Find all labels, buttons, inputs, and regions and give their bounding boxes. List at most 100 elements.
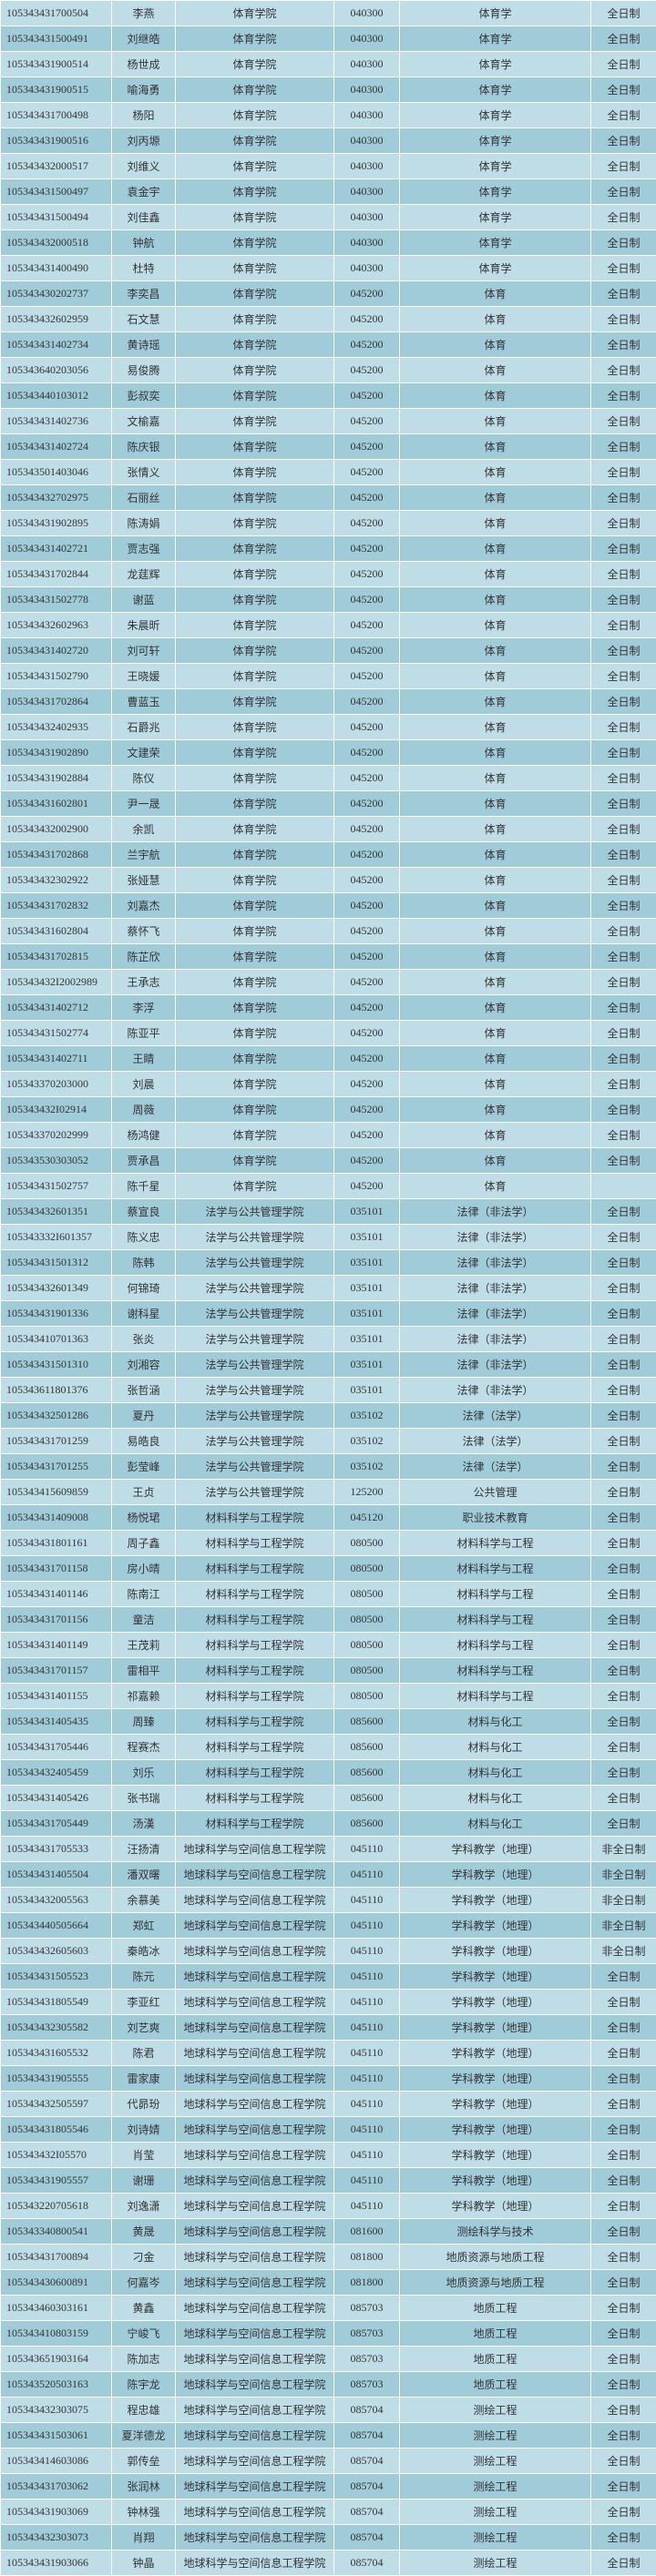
cell-id: 105343340800541 — [1, 2219, 112, 2245]
cell-id: 105343432303075 — [1, 2398, 112, 2423]
cell-mode: 非全日制 — [591, 1888, 656, 1913]
cell-code: 045200 — [334, 1072, 400, 1097]
cell-code: 045200 — [334, 1123, 400, 1148]
cell-dept: 体育学院 — [176, 740, 334, 766]
cell-mode: 全日制 — [591, 842, 656, 868]
cell-id: 105343431505523 — [1, 1964, 112, 1990]
cell-mode: 全日制 — [591, 2245, 656, 2270]
cell-major: 体育 — [400, 842, 591, 868]
cell-code: 045110 — [334, 2143, 400, 2168]
cell-mode: 全日制 — [591, 1531, 656, 1556]
cell-mode: 非全日制 — [591, 1837, 656, 1862]
cell-major: 体育 — [400, 511, 591, 536]
cell-mode: 全日制 — [591, 358, 656, 383]
cell-mode: 全日制 — [591, 281, 656, 307]
table-row: 105343431702832刘嘉杰体育学院045200体育全日制 — [1, 893, 656, 919]
cell-id: 105343432602963 — [1, 613, 112, 638]
cell-name: 李亚红 — [112, 1990, 176, 2015]
cell-dept: 地球科学与空间信息工程学院 — [176, 2347, 334, 2372]
cell-code: 035101 — [334, 1352, 400, 1378]
table-row: 105343431900515喻海勇体育学院040300体育学全日制 — [1, 77, 656, 103]
cell-code: 035101 — [334, 1327, 400, 1352]
cell-major: 法律（法学） — [400, 1429, 591, 1454]
cell-name: 钟晶 — [112, 2551, 176, 2576]
cell-mode: 全日制 — [591, 2015, 656, 2041]
cell-dept: 体育学院 — [176, 103, 334, 128]
cell-name: 肖莹 — [112, 2143, 176, 2168]
cell-code: 045200 — [334, 893, 400, 919]
cell-name: 龙莛辉 — [112, 562, 176, 587]
cell-id: 105343431902890 — [1, 740, 112, 766]
cell-name: 夏丹 — [112, 1403, 176, 1429]
cell-id: 105343651903164 — [1, 2347, 112, 2372]
cell-dept: 地球科学与空间信息工程学院 — [176, 1862, 334, 1888]
cell-name: 易俊腾 — [112, 358, 176, 383]
cell-major: 学科教学（地理） — [400, 2194, 591, 2219]
cell-mode: 全日制 — [591, 460, 656, 485]
cell-mode: 全日制 — [591, 230, 656, 256]
cell-dept: 体育学院 — [176, 460, 334, 485]
cell-dept: 体育学院 — [176, 128, 334, 154]
cell-major: 体育 — [400, 893, 591, 919]
cell-dept: 地球科学与空间信息工程学院 — [176, 2245, 334, 2270]
cell-code: 045200 — [334, 970, 400, 995]
table-row: 105343432601351蔡宣良法学与公共管理学院035101法律（非法学）… — [1, 1199, 656, 1225]
table-row: 105343431703062张润林地球科学与空间信息工程学院085704测绘工… — [1, 2474, 656, 2500]
cell-name: 刘维义 — [112, 154, 176, 179]
table-row: 105343501403046张情义体育学院045200体育全日制 — [1, 460, 656, 485]
cell-name: 李浮 — [112, 995, 176, 1021]
cell-id: 105343432505597 — [1, 2092, 112, 2117]
table-row: 105343431701255彭莹峰法学与公共管理学院035102法律（法学）全… — [1, 1454, 656, 1480]
cell-major: 体育学 — [400, 154, 591, 179]
cell-id: 105343431903066 — [1, 2551, 112, 2576]
table-row: 105343431902890文建荣体育学院045200体育全日制 — [1, 740, 656, 766]
table-row: 105343431503061夏洋德龙地球科学与空间信息工程学院085704测绘… — [1, 2423, 656, 2449]
table-row: 105343431701158房小晴材料科学与工程学院080500材料科学与工程… — [1, 1556, 656, 1582]
cell-major: 法律（非法学） — [400, 1199, 591, 1225]
cell-code: 035101 — [334, 1250, 400, 1276]
cell-id: 105343432002900 — [1, 817, 112, 842]
cell-code: 035101 — [334, 1199, 400, 1225]
cell-dept: 地球科学与空间信息工程学院 — [176, 1939, 334, 1964]
cell-code: 045110 — [334, 2015, 400, 2041]
cell-mode: 全日制 — [591, 179, 656, 205]
cell-major: 体育 — [400, 281, 591, 307]
table-row: 105343640203056易俊腾体育学院045200体育全日制 — [1, 358, 656, 383]
table-row: 105343431702844龙莛辉体育学院045200体育全日制 — [1, 562, 656, 587]
cell-id: 105343332I601357 — [1, 1225, 112, 1250]
cell-code: 085703 — [334, 2321, 400, 2347]
cell-major: 体育学 — [400, 179, 591, 205]
table-row: 105343431500494刘佳鑫体育学院040300体育学全日制 — [1, 205, 656, 230]
cell-major: 地质工程 — [400, 2321, 591, 2347]
cell-name: 程忠雄 — [112, 2398, 176, 2423]
table-row: 105343431701156童洁材料科学与工程学院080500材料科学与工程全… — [1, 1607, 656, 1633]
cell-dept: 地球科学与空间信息工程学院 — [176, 2041, 334, 2066]
cell-dept: 法学与公共管理学院 — [176, 1301, 334, 1327]
cell-name: 尹一晟 — [112, 791, 176, 817]
cell-id: 105343431705533 — [1, 1837, 112, 1862]
cell-mode: 全日制 — [591, 1454, 656, 1480]
cell-major: 体育 — [400, 1046, 591, 1072]
cell-code: 040300 — [334, 179, 400, 205]
cell-id: 105343414603086 — [1, 2449, 112, 2474]
cell-code: 085704 — [334, 2500, 400, 2525]
cell-major: 学科教学（地理） — [400, 2117, 591, 2143]
cell-dept: 地球科学与空间信息工程学院 — [176, 2372, 334, 2398]
table-row: 105343431805546刘诗婧地球科学与空间信息工程学院045110学科教… — [1, 2117, 656, 2143]
table-row: 105343431602801尹一晟体育学院045200体育全日制 — [1, 791, 656, 817]
cell-id: 105343431501312 — [1, 1250, 112, 1276]
cell-major: 学科教学（地理） — [400, 1990, 591, 2015]
table-row: 105343431702868兰宇航体育学院045200体育全日制 — [1, 842, 656, 868]
table-row: 105343530303052贾承昌体育学院045200体育全日制 — [1, 1148, 656, 1174]
cell-name: 刘诗婧 — [112, 2117, 176, 2143]
table-row: 105343431905555雷家康地球科学与空间信息工程学院045110学科教… — [1, 2066, 656, 2092]
cell-dept: 法学与公共管理学院 — [176, 1429, 334, 1454]
cell-code: 045200 — [334, 1174, 400, 1199]
cell-id: 105343431409008 — [1, 1505, 112, 1531]
cell-mode: 全日制 — [591, 715, 656, 740]
cell-dept: 体育学院 — [176, 434, 334, 460]
cell-dept: 法学与公共管理学院 — [176, 1250, 334, 1276]
cell-code: 081800 — [334, 2270, 400, 2296]
cell-code: 080500 — [334, 1607, 400, 1633]
table-row: 105343432002900余凯体育学院045200体育全日制 — [1, 817, 656, 842]
